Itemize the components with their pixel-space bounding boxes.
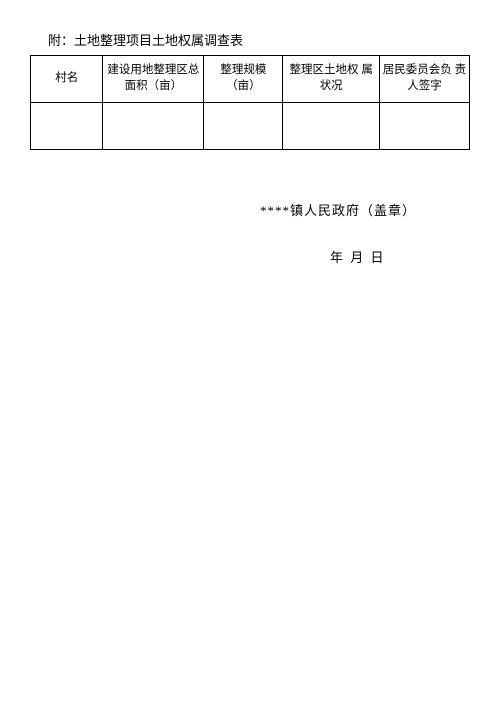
col-header-scale: 整理规模（亩） bbox=[204, 56, 283, 103]
cell-village bbox=[31, 103, 103, 150]
attachment-title: 附：土地整理项目土地权属调查表 bbox=[48, 30, 470, 49]
col-header-signature: 居民委员会负 责人签字 bbox=[379, 56, 469, 103]
government-stamp-line: ****镇人民政府（盖章） bbox=[260, 200, 470, 219]
col-header-ownership: 整理区土地权 属状况 bbox=[283, 56, 380, 103]
col-header-village: 村名 bbox=[31, 56, 103, 103]
date-line: 年 月 日 bbox=[330, 247, 470, 266]
survey-table: 村名 建设用地整理区总面积（亩） 整理规模（亩） 整理区土地权 属状况 居民委员… bbox=[30, 55, 470, 150]
cell-total-area bbox=[103, 103, 204, 150]
cell-ownership bbox=[283, 103, 380, 150]
document-page: 附：土地整理项目土地权属调查表 村名 建设用地整理区总面积（亩） 整理规模（亩）… bbox=[0, 0, 500, 296]
col-header-total-area: 建设用地整理区总面积（亩） bbox=[103, 56, 204, 103]
table-row bbox=[31, 103, 470, 150]
table-header-row: 村名 建设用地整理区总面积（亩） 整理规模（亩） 整理区土地权 属状况 居民委员… bbox=[31, 56, 470, 103]
cell-scale bbox=[204, 103, 283, 150]
cell-signature bbox=[379, 103, 469, 150]
